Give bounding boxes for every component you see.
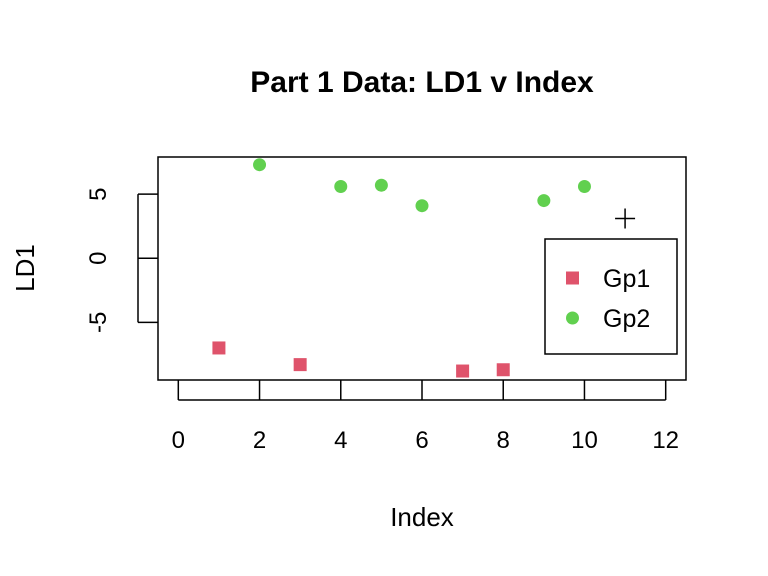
x-tick-label: 6 [415,427,428,454]
data-point-plus [615,208,636,229]
y-axis-label: LD1 [10,244,40,292]
legend-swatch-circle [566,311,579,325]
data-point-circle [577,179,591,193]
x-tick-label: 8 [497,427,510,454]
legend-label: Gp1 [603,265,650,293]
x-tick-label: 0 [172,427,185,454]
data-point-square [212,341,226,355]
data-point-square [496,363,510,377]
data-point-circle [334,179,348,193]
x-tick-label: 10 [571,427,598,454]
y-tick-label: -5 [85,312,112,333]
x-tick-label: 4 [334,427,347,454]
legend-box [544,238,678,355]
data-points [212,158,636,378]
data-point-circle [253,158,267,172]
data-point-circle [415,199,429,213]
x-tick-label: 12 [652,427,679,454]
legend-label: Gp2 [603,305,650,333]
data-point-square [456,364,470,378]
x-tick-label: 2 [253,427,266,454]
x-axis-label: Index [390,502,454,532]
chart-title: Part 1 Data: LD1 v Index [250,66,594,99]
axes: 0 2 4 6 8 10 12 -5 0 5 [85,156,687,454]
y-tick-label: 0 [85,252,112,265]
y-tick-label: 5 [85,187,112,200]
data-point-circle [537,194,551,208]
data-point-square [293,358,307,372]
data-point-circle [374,178,388,192]
legend-swatch-square [566,271,579,285]
